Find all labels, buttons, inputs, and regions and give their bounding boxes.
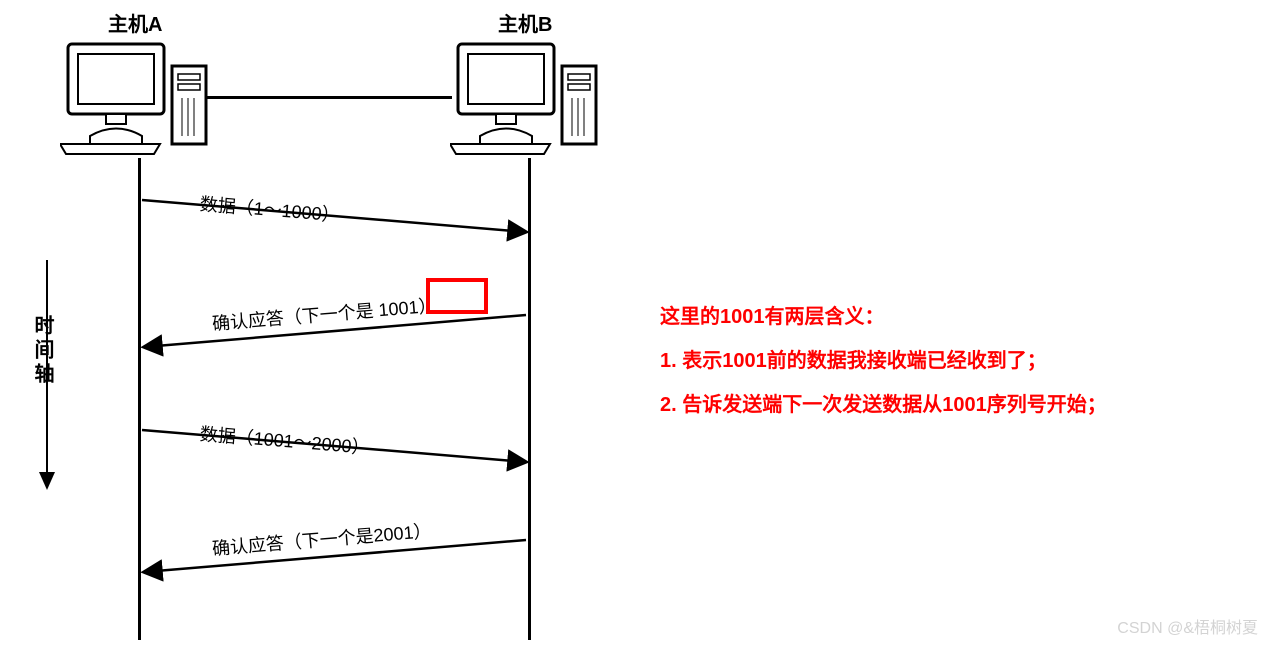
highlight-1001-box: [426, 278, 488, 314]
sequence-diagram: 主机A 主机B 时: [0, 0, 620, 648]
annotation-block: 这里的1001有两层含义： 1. 表示1001前的数据我接收端已经收到了； 2.…: [660, 295, 1240, 427]
message-2-highlight: 1001: [378, 297, 420, 320]
annotation-title: 这里的1001有两层含义：: [660, 295, 1240, 339]
watermark-text: CSDN @&梧桐树夏: [1117, 614, 1258, 638]
annotation-line-1: 1. 表示1001前的数据我接收端已经收到了；: [660, 339, 1240, 383]
annotation-line-2: 2. 告诉发送端下一次发送数据从1001序列号开始；: [660, 383, 1240, 427]
